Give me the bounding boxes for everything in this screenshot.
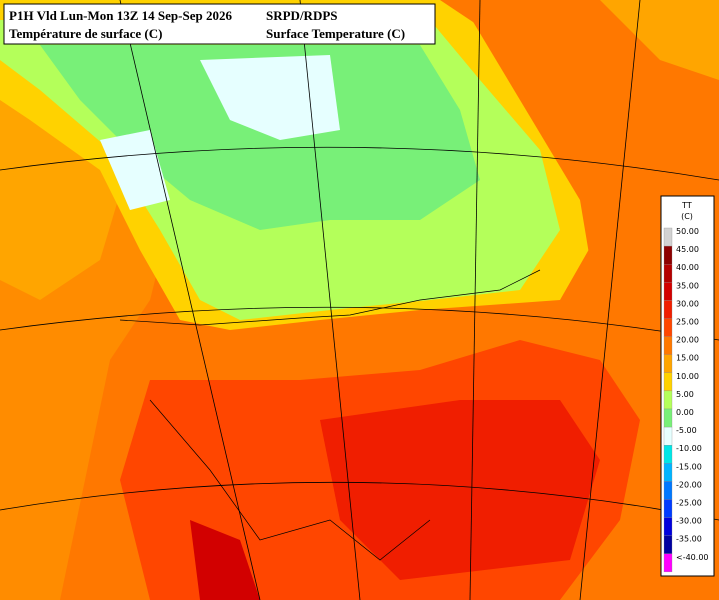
legend-label: -15.00 [676, 462, 702, 471]
latitude-line [0, 306, 719, 341]
legend-swatch [663, 499, 673, 518]
legend-label: 5.00 [676, 390, 694, 399]
border [119, 269, 541, 326]
legend-swatch [663, 535, 673, 554]
legend-swatch [663, 372, 673, 392]
header-text: SRPD/RDPS [266, 8, 338, 23]
legend-label: -10.00 [676, 444, 702, 453]
border [149, 399, 431, 561]
legend-swatch [663, 463, 673, 482]
legend-swatch [663, 264, 673, 283]
latitude-line [0, 481, 719, 521]
legend-swatch [663, 390, 673, 410]
atlantic-region [460, 0, 719, 600]
legend-swatch [663, 227, 673, 247]
legend-label: <-40.00 [676, 553, 709, 562]
legend-swatch [663, 408, 673, 428]
legend-label: -35.00 [676, 535, 702, 544]
header-text: Température de surface (C) [9, 26, 162, 41]
legend-items: 50.00 45.00 40.00 35.00 30.00 25.00 20.00 15.00… [663, 227, 709, 573]
cold-region [200, 55, 340, 140]
legend-label: -30.00 [676, 517, 702, 526]
header-text: Surface Temperature (C) [266, 26, 405, 41]
legend-swatch [663, 426, 673, 446]
legend-label: 20.00 [676, 336, 699, 345]
legend-swatch [663, 445, 673, 464]
legend-label: 40.00 [676, 263, 699, 272]
legend-swatch [663, 300, 673, 319]
longitude-line [579, 0, 641, 600]
legend-label: -25.00 [676, 499, 702, 508]
legend-label: 15.00 [676, 354, 699, 363]
legend-label: 45.00 [676, 245, 699, 254]
longitude-line [469, 0, 481, 600]
legend-label: 30.00 [676, 299, 699, 308]
legend-swatch [663, 318, 673, 337]
header-text: P1H Vld Lun-Mon 13Z 14 Sep-Sep 2026 [9, 8, 232, 23]
legend-label: 0.00 [676, 408, 694, 417]
legend-swatch [663, 336, 673, 355]
boundaries [119, 269, 541, 561]
legend-label: 25.00 [676, 318, 699, 327]
hottest-region [190, 520, 260, 600]
legend-label: 35.00 [676, 281, 699, 290]
legend-title: TT [681, 201, 692, 210]
greenland-region [600, 0, 719, 80]
legend-label: -5.00 [676, 426, 697, 435]
legend-label: -20.00 [676, 480, 702, 489]
legend-unit: (C) [681, 212, 693, 221]
legend-label: 50.00 [676, 227, 699, 236]
header-box [3, 3, 436, 45]
longitude-line [299, 0, 361, 600]
legend-swatch [663, 354, 673, 373]
legend-swatch [663, 245, 673, 265]
longitude-line [119, 0, 261, 600]
latitude-line [0, 146, 719, 181]
hotter-region [320, 400, 600, 580]
cold-region [100, 130, 170, 210]
legend-swatch [663, 282, 673, 301]
legend-swatch [663, 481, 673, 500]
legend-swatch [663, 553, 673, 573]
legend-label: 10.00 [676, 372, 699, 381]
legend-swatch [663, 517, 673, 536]
green-region [40, 45, 480, 230]
